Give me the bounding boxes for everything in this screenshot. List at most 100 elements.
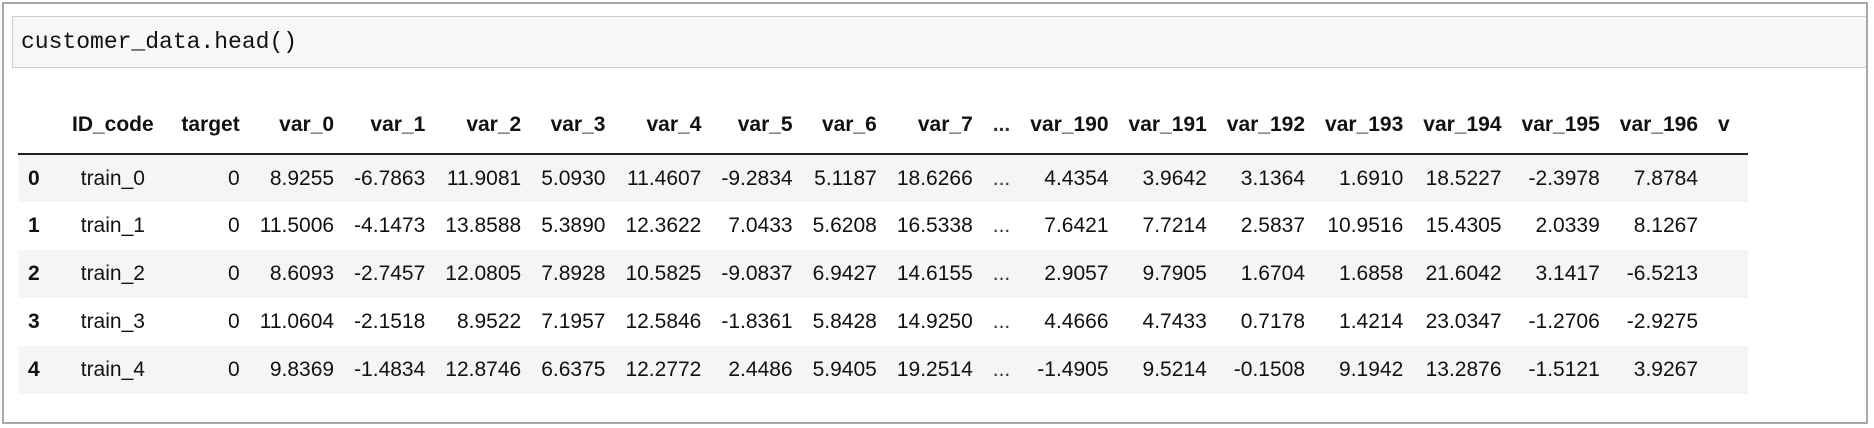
code-text[interactable]: customer_data.head(): [21, 29, 298, 55]
table-cell: 1.4214: [1339, 310, 1404, 333]
column-header: var_3: [531, 96, 616, 155]
column-header: var_0: [249, 96, 345, 155]
table-cell: 21.6042: [1425, 262, 1502, 285]
table-cell-ellipsis: ...: [992, 214, 1011, 237]
table-cell: 6.9427: [812, 262, 877, 285]
table-cell: 14.9250: [896, 310, 973, 333]
table-cell: -0.1508: [1233, 358, 1306, 381]
table-cell-id: train_2: [80, 262, 145, 285]
table-cell: 12.8746: [445, 358, 522, 381]
column-header: ID_code: [62, 96, 164, 155]
table-cell-truncated: [1708, 346, 1748, 394]
table-cell-id: train_4: [80, 358, 145, 381]
column-header: var_4: [615, 96, 712, 155]
table-cell-truncated: [1708, 154, 1748, 202]
table-cell: 3.9642: [1142, 166, 1207, 190]
table-cell: 12.3622: [625, 214, 702, 237]
table-cell: 7.8784: [1633, 166, 1699, 190]
row-index: 3: [28, 310, 40, 333]
output-area: ID_code target var_0 var_1 var_2 var_3 v…: [18, 96, 1866, 406]
table-cell-ellipsis: ...: [992, 262, 1011, 285]
table-cell: 1.6910: [1339, 166, 1404, 190]
table-cell: -1.5121: [1528, 358, 1600, 381]
table-cell-ellipsis: ...: [992, 310, 1011, 333]
table-cell: 4.7433: [1142, 310, 1207, 333]
table-cell: 7.1957: [541, 310, 606, 333]
table-row: 0 train_0 0 8.9255 -6.7863 11.9081 5.0930 11.46…: [18, 154, 1749, 202]
table-cell: 0: [228, 262, 240, 285]
table-cell: 8.9522: [456, 310, 522, 333]
table-cell: 16.5338: [896, 214, 973, 237]
column-header-ellipsis: ...: [982, 96, 1021, 155]
table-cell: 9.1942: [1339, 358, 1404, 381]
table-cell: 11.9081: [446, 166, 522, 190]
table-cell: -1.2706: [1528, 310, 1600, 333]
table-cell-truncated: [1708, 250, 1748, 298]
table-cell: 10.5825: [625, 262, 702, 285]
table-cell-id: train_0: [80, 166, 145, 190]
column-header: var_193: [1315, 96, 1414, 155]
table-cell: 9.8369: [269, 358, 335, 381]
table-cell: 23.0347: [1425, 310, 1502, 333]
table-row: 3 train_3 0 11.0604 -2.1518 8.9522 7.1957 12.58…: [18, 298, 1748, 346]
table-cell: 14.6155: [896, 262, 973, 285]
table-cell: -2.3978: [1528, 166, 1600, 190]
table-cell-truncated: [1708, 202, 1748, 250]
column-header: var_190: [1020, 96, 1119, 155]
column-header: var_1: [344, 96, 436, 155]
table-cell: 2.4486: [728, 358, 793, 381]
table-cell: 1.6704: [1240, 262, 1306, 285]
column-header: var_195: [1511, 96, 1610, 155]
column-header: var_192: [1216, 96, 1316, 155]
table-cell: -6.7863: [354, 166, 426, 190]
table-cell: 6.6375: [541, 358, 606, 381]
table-cell-ellipsis: ...: [992, 358, 1011, 381]
table-cell: -2.9275: [1626, 310, 1699, 333]
table-cell: 0: [228, 214, 240, 237]
table-cell-truncated: [1708, 298, 1748, 346]
table-cell: 2.5837: [1240, 214, 1306, 237]
table-cell: 0: [228, 358, 240, 381]
table-cell: 7.6421: [1044, 214, 1109, 237]
column-header: var_194: [1413, 96, 1512, 155]
table-cell: 18.5227: [1425, 166, 1502, 190]
table-cell: 5.8428: [812, 310, 877, 333]
table-cell: 0.7178: [1240, 310, 1306, 333]
table-cell: 12.0805: [445, 262, 522, 285]
table-cell: 15.4305: [1425, 214, 1502, 237]
row-index: 0: [28, 166, 40, 190]
table-cell: 2.0339: [1535, 214, 1600, 237]
table-cell-id: train_1: [80, 214, 145, 237]
table-cell: -1.4905: [1037, 358, 1109, 381]
table-cell: 5.3890: [541, 214, 606, 237]
table-header-row: ID_code target var_0 var_1 var_2 var_3 v…: [18, 96, 1749, 155]
table-row: 4 train_4 0 9.8369 -1.4834 12.8746 6.6375 12.27…: [18, 346, 1749, 394]
table-cell: 18.6266: [896, 166, 973, 190]
table-cell: -1.8361: [721, 310, 793, 333]
table-cell: 3.1364: [1240, 166, 1306, 190]
table-cell: -1.4834: [354, 358, 426, 381]
code-input-area[interactable]: customer_data.head(): [12, 16, 1866, 68]
table-cell: -6.5213: [1626, 262, 1699, 285]
dataframe-table: ID_code target var_0 var_1 var_2 var_3 v…: [18, 96, 1749, 394]
table-cell: -9.0837: [721, 262, 793, 285]
table-cell: 12.5846: [625, 310, 702, 333]
table-cell: -2.7457: [354, 262, 426, 285]
table-row: 1 train_1 0 11.5006 -4.1473 13.8588 5.3890 12.3…: [18, 202, 1748, 250]
table-row: 2 train_2 0 8.6093 -2.7457 12.0805 7.8928 10.58…: [18, 250, 1749, 298]
column-header: target: [163, 96, 250, 155]
table-cell: 7.0433: [728, 214, 793, 237]
table-cell: 4.4666: [1044, 310, 1109, 333]
table-cell: 7.8928: [541, 262, 606, 285]
column-header-truncated: v: [1708, 96, 1749, 155]
table-cell: 13.8588: [445, 214, 522, 237]
table-cell: 11.4607: [627, 166, 702, 190]
table-cell: 3.9267: [1633, 358, 1699, 381]
table-cell: 1.6858: [1339, 262, 1404, 285]
row-index: 4: [28, 358, 40, 381]
column-header: [18, 96, 62, 155]
table-cell: 8.1267: [1633, 214, 1699, 237]
table-cell: 12.2772: [625, 358, 702, 381]
table-cell: 10.9516: [1327, 214, 1404, 237]
